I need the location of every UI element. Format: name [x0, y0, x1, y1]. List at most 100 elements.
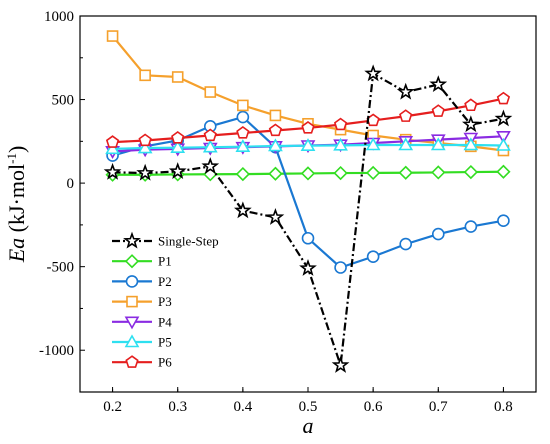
x-axis-title: a — [303, 413, 314, 438]
legend-label: P5 — [158, 335, 172, 350]
data-point-p6 — [496, 91, 511, 105]
data-point-p6 — [301, 120, 315, 134]
data-point-p5 — [365, 137, 381, 151]
data-point-p6 — [105, 135, 120, 148]
legend-item-p2: P2 — [112, 274, 172, 289]
data-point-p5 — [430, 137, 446, 151]
data-point-p3 — [106, 30, 119, 42]
data-point-p2 — [464, 220, 478, 233]
data-point-single-step — [233, 201, 252, 219]
data-point-p2 — [334, 261, 347, 274]
data-point-p3 — [269, 109, 282, 122]
data-point-p6 — [171, 131, 185, 144]
legend-label: P6 — [158, 355, 172, 370]
data-point-p3 — [204, 86, 217, 98]
y-tick-label: 500 — [52, 93, 75, 109]
series-layer — [103, 30, 513, 373]
data-point-p2 — [301, 231, 315, 245]
data-point-p2 — [399, 237, 413, 251]
y-tick-label: -1000 — [39, 343, 74, 359]
data-point-p6 — [203, 128, 217, 142]
y-axis-unit-superscript: -1 — [4, 153, 19, 164]
data-point-p6 — [236, 125, 250, 139]
data-point-p6 — [333, 117, 348, 131]
data-point-p2 — [366, 250, 380, 263]
data-point-p5 — [398, 137, 414, 151]
data-point-single-step — [494, 109, 513, 127]
x-tick-label: 0.3 — [168, 399, 187, 415]
data-point-p1 — [398, 165, 413, 180]
series-p3 — [106, 30, 510, 157]
data-point-p6 — [399, 109, 413, 122]
y-axis-unit-close: ) — [4, 146, 29, 153]
x-tick-label: 0.7 — [429, 399, 448, 415]
data-point-single-step — [461, 115, 480, 133]
legend-marker — [124, 334, 140, 348]
legend-marker — [124, 316, 140, 330]
data-point-single-step — [136, 163, 155, 181]
series-p5 — [105, 137, 511, 155]
data-point-p5 — [170, 140, 186, 153]
series-p6 — [105, 91, 511, 148]
series-p2 — [106, 110, 510, 274]
y-tick-label: 0 — [67, 176, 75, 192]
data-point-single-step — [396, 82, 415, 100]
legend-marker — [124, 254, 140, 269]
y-axis-symbol: Ea — [4, 238, 29, 263]
data-point-p3 — [237, 99, 249, 112]
data-point-p6 — [138, 133, 152, 147]
data-point-p2 — [236, 110, 250, 124]
x-tick-label: 0.4 — [233, 399, 252, 415]
data-point-p5 — [105, 141, 120, 155]
legend-marker — [126, 295, 138, 308]
y-axis-title: Ea (kJ·mol-1) — [4, 146, 29, 264]
legend-item-p5: P5 — [112, 334, 172, 350]
data-point-p5 — [333, 137, 348, 151]
data-point-single-step — [168, 162, 187, 179]
legend-item-p4: P4 — [112, 314, 172, 330]
data-point-p5 — [268, 138, 283, 152]
x-tick-label: 0.6 — [364, 399, 383, 415]
legend-label: Single-Step — [158, 234, 219, 249]
data-point-p1 — [496, 164, 511, 179]
data-point-p1 — [268, 166, 283, 181]
legend-label: P3 — [158, 294, 172, 309]
legend-item-p3: P3 — [112, 294, 172, 309]
data-point-single-step — [266, 208, 285, 225]
data-point-p5 — [202, 139, 218, 153]
legend-marker — [123, 231, 141, 249]
data-point-p3 — [139, 69, 151, 82]
data-point-p2 — [497, 214, 510, 228]
legend-item-p1: P1 — [112, 254, 172, 269]
data-point-p1 — [300, 166, 316, 181]
data-point-p5 — [496, 137, 511, 151]
legend-marker — [125, 275, 139, 288]
y-tick-label: -500 — [47, 260, 75, 276]
legend-item-single-step: Single-Step — [112, 231, 219, 249]
data-point-p6 — [268, 123, 283, 137]
data-point-p5 — [463, 137, 479, 151]
legend-label: P1 — [158, 254, 172, 269]
series-single-step — [103, 64, 513, 373]
data-point-p1 — [333, 165, 348, 181]
x-tick-label: 0.8 — [494, 399, 513, 415]
data-point-single-step — [299, 259, 317, 276]
data-point-p5 — [235, 139, 251, 152]
data-point-p1 — [235, 166, 250, 182]
data-point-p1 — [431, 165, 446, 180]
data-point-p1 — [463, 164, 478, 180]
data-point-p2 — [431, 227, 445, 241]
data-point-single-step — [103, 162, 122, 180]
axis-ticks: 0.2 0.3 0.4 0.5 0.6 0.7 0.8 -1000 -500 0 500 1000 — [39, 9, 513, 415]
legend-label: P2 — [158, 274, 172, 289]
x-tick-label: 0.2 — [103, 399, 122, 415]
data-point-p4 — [496, 131, 511, 144]
data-point-single-step — [364, 64, 383, 82]
data-point-single-step — [429, 75, 448, 93]
data-point-p5 — [300, 138, 316, 151]
legend: Single-Step P1 P2 P3 P4 P5 P6 — [112, 231, 219, 370]
legend-label: P4 — [158, 314, 172, 329]
data-point-p5 — [137, 140, 153, 154]
series-p1 — [105, 164, 511, 182]
